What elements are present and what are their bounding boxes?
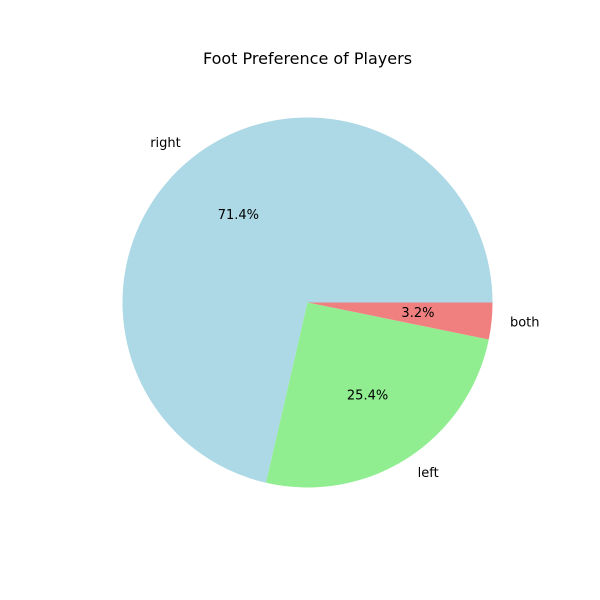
pie-slices xyxy=(122,117,493,488)
pie-slice-both xyxy=(307,302,493,340)
slice-label-right: right xyxy=(150,136,181,151)
slice-label-left: left xyxy=(418,466,439,481)
slice-percent-left: 25.4% xyxy=(347,388,388,403)
pie-labels: right 71.4% left 25.4% both 3.2% xyxy=(150,136,539,481)
slice-label-both: both xyxy=(510,315,540,330)
pie-slice-right xyxy=(122,117,493,483)
pie-slice-left xyxy=(266,302,489,488)
slice-percent-right: 71.4% xyxy=(218,208,259,223)
slice-percent-both: 3.2% xyxy=(401,306,434,321)
chart-title: Foot Preference of Players xyxy=(203,49,412,68)
